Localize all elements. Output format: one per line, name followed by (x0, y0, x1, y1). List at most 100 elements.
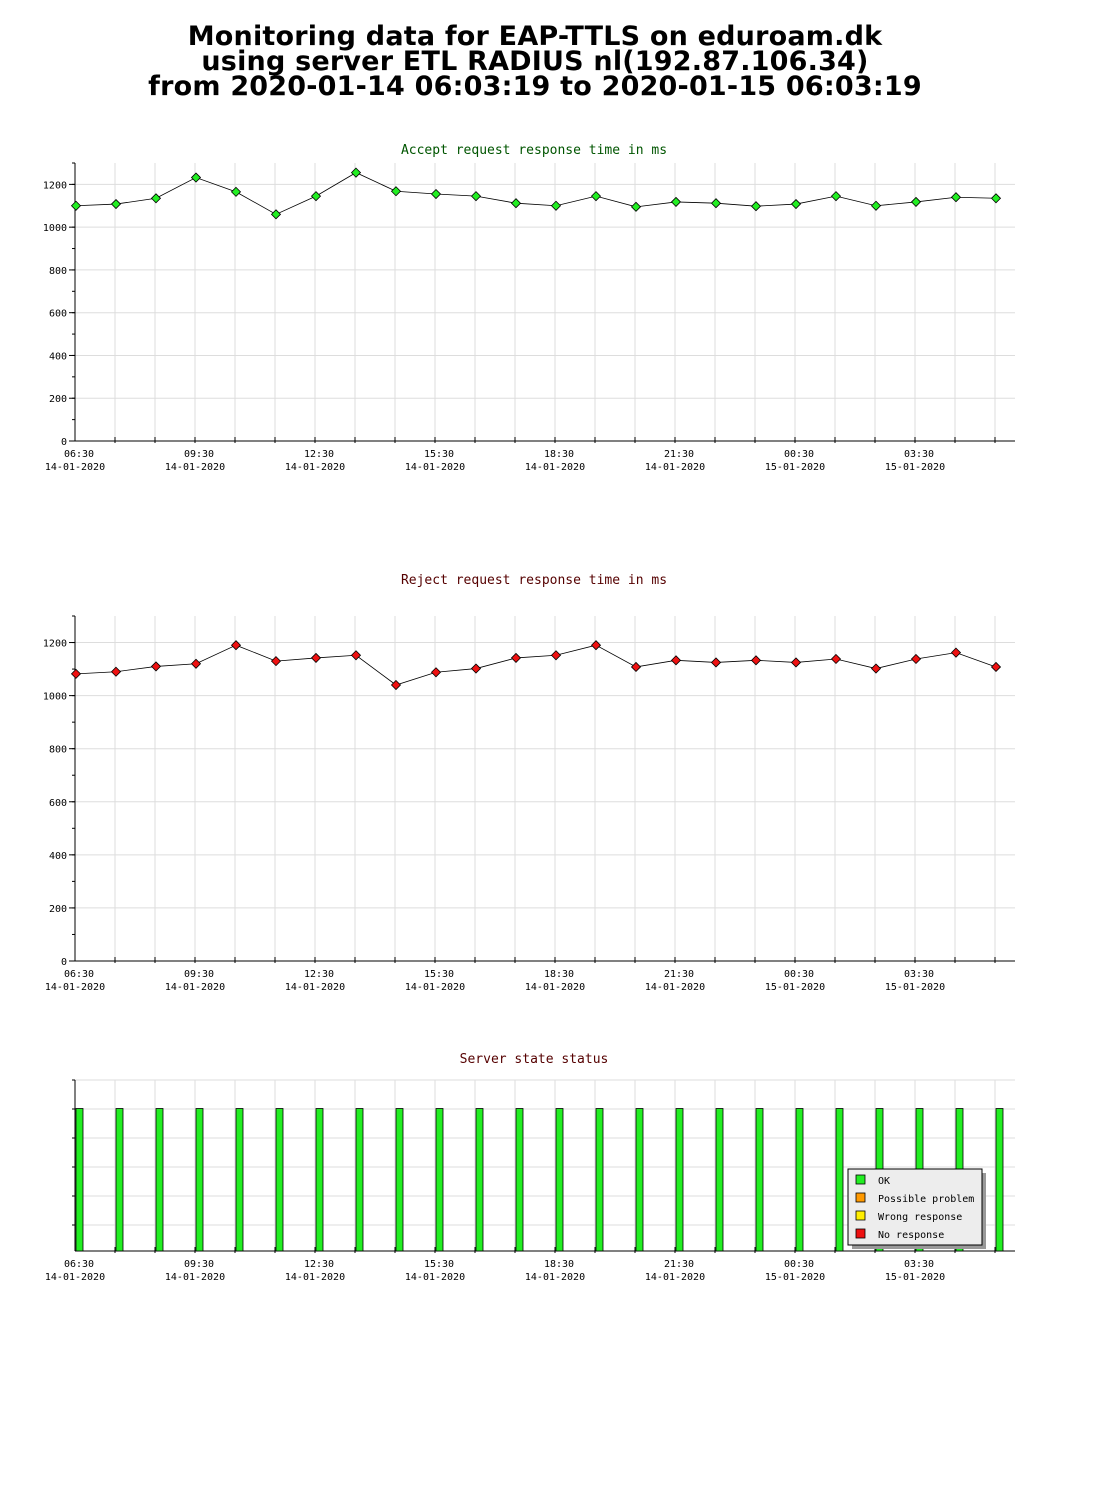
title-line-2: using server ETL RADIUS nl(192.87.106.34… (201, 46, 869, 77)
y-tick-label: 0 (61, 957, 67, 968)
x-tick-label-time: 21:30 (664, 449, 694, 460)
x-tick-label-time: 06:30 (64, 1259, 94, 1270)
data-point-reject (230, 640, 242, 651)
data-point-accept (750, 201, 762, 212)
x-tick-label-date: 14-01-2020 (45, 982, 105, 993)
data-point-reject (710, 657, 722, 668)
x-tick-label-time: 06:30 (64, 449, 94, 460)
legend-swatch (855, 1174, 866, 1185)
x-tick-label-date: 15-01-2020 (885, 982, 945, 993)
data-point-reject (310, 652, 322, 663)
status-bar (395, 1108, 404, 1252)
data-point-reject (830, 653, 842, 665)
x-tick-label-date: 15-01-2020 (885, 1272, 945, 1283)
x-tick-label-date: 14-01-2020 (405, 462, 465, 473)
x-tick-label-time: 21:30 (664, 969, 694, 980)
data-point-reject (70, 668, 82, 679)
x-tick-label-time: 15:30 (424, 449, 454, 460)
x-tick-label-date: 14-01-2020 (645, 462, 705, 473)
x-tick-label-date: 14-01-2020 (45, 462, 105, 473)
data-point-reject (870, 663, 882, 674)
data-point-accept (110, 198, 122, 210)
x-tick-label-date: 14-01-2020 (285, 1272, 345, 1283)
status-bar (995, 1108, 1004, 1252)
legend-swatch (855, 1210, 866, 1221)
title-line-1: Monitoring data for EAP-TTLS on eduroam.… (187, 21, 883, 52)
x-tick-label-time: 12:30 (304, 1259, 334, 1270)
y-tick-label: 200 (49, 394, 67, 405)
x-tick-label-date: 14-01-2020 (525, 982, 585, 993)
data-point-accept (70, 200, 82, 211)
data-point-accept (830, 191, 842, 202)
y-tick-label: 400 (49, 851, 67, 862)
x-tick-label-date: 14-01-2020 (645, 982, 705, 993)
data-point-accept (270, 209, 282, 220)
status-bar (475, 1108, 484, 1252)
x-tick-label-time: 09:30 (184, 449, 214, 460)
y-tick-label: 1000 (43, 692, 67, 703)
page-title: Monitoring data for EAP-TTLS on eduroam.… (0, 21, 1100, 102)
x-tick-label-time: 15:30 (424, 969, 454, 980)
data-point-reject (390, 679, 402, 691)
y-tick-label: 800 (49, 266, 67, 277)
x-tick-label-time: 12:30 (304, 969, 334, 980)
status-bar (315, 1108, 324, 1252)
data-point-accept (190, 172, 202, 183)
x-tick-label-time: 09:30 (184, 1259, 214, 1270)
status-bar (755, 1108, 764, 1252)
status-bar (355, 1108, 364, 1252)
x-tick-label-time: 00:30 (784, 449, 814, 460)
status-bar (595, 1108, 604, 1252)
data-point-reject (750, 655, 762, 666)
y-tick-label: 400 (49, 351, 67, 362)
y-tick-label: 1200 (43, 639, 67, 650)
chart-title-status: Server state status (460, 1052, 609, 1067)
status-bar (155, 1108, 164, 1252)
data-point-reject (950, 647, 962, 658)
data-point-accept (590, 191, 602, 202)
series-line-reject (75, 644, 997, 686)
data-point-accept (150, 193, 162, 204)
x-tick-label-date: 15-01-2020 (765, 982, 825, 993)
x-tick-label-date: 14-01-2020 (285, 982, 345, 993)
x-tick-label-date: 14-01-2020 (165, 462, 225, 473)
legend-swatch (855, 1228, 866, 1239)
status-bar (235, 1108, 244, 1252)
data-point-reject (590, 640, 602, 651)
data-point-reject (350, 650, 362, 661)
status-bar (435, 1108, 444, 1252)
data-point-accept (230, 186, 242, 197)
data-point-reject (510, 652, 522, 663)
legend-swatch (855, 1192, 866, 1203)
x-tick-label-time: 18:30 (544, 969, 574, 980)
x-tick-label-date: 14-01-2020 (45, 1272, 105, 1283)
x-tick-label-date: 14-01-2020 (405, 982, 465, 993)
data-point-accept (310, 191, 322, 202)
x-tick-label-time: 21:30 (664, 1259, 694, 1270)
title-line-3: from 2020-01-14 06:03:19 to 2020-01-15 0… (148, 71, 922, 102)
x-tick-label-time: 18:30 (544, 449, 574, 460)
data-point-accept (630, 201, 642, 212)
x-tick-label-time: 12:30 (304, 449, 334, 460)
y-tick-label: 1200 (43, 180, 67, 191)
x-tick-label-date: 14-01-2020 (525, 462, 585, 473)
x-tick-label-time: 09:30 (184, 969, 214, 980)
data-point-accept (470, 191, 482, 202)
data-point-accept (550, 200, 562, 211)
y-tick-label: 600 (49, 309, 67, 320)
data-point-accept (710, 198, 722, 209)
legend-label: Wrong response (878, 1212, 962, 1223)
data-point-reject (110, 666, 122, 677)
x-tick-label-date: 14-01-2020 (165, 982, 225, 993)
x-tick-label-date: 15-01-2020 (765, 1272, 825, 1283)
data-point-accept (350, 167, 362, 178)
data-point-reject (670, 655, 682, 666)
x-tick-label-time: 03:30 (904, 1259, 934, 1270)
x-tick-label-time: 00:30 (784, 1259, 814, 1270)
series-line-accept (75, 172, 997, 215)
data-point-accept (510, 198, 522, 209)
y-tick-label: 200 (49, 904, 67, 915)
legend-box (847, 1168, 983, 1246)
data-point-reject (430, 667, 442, 678)
